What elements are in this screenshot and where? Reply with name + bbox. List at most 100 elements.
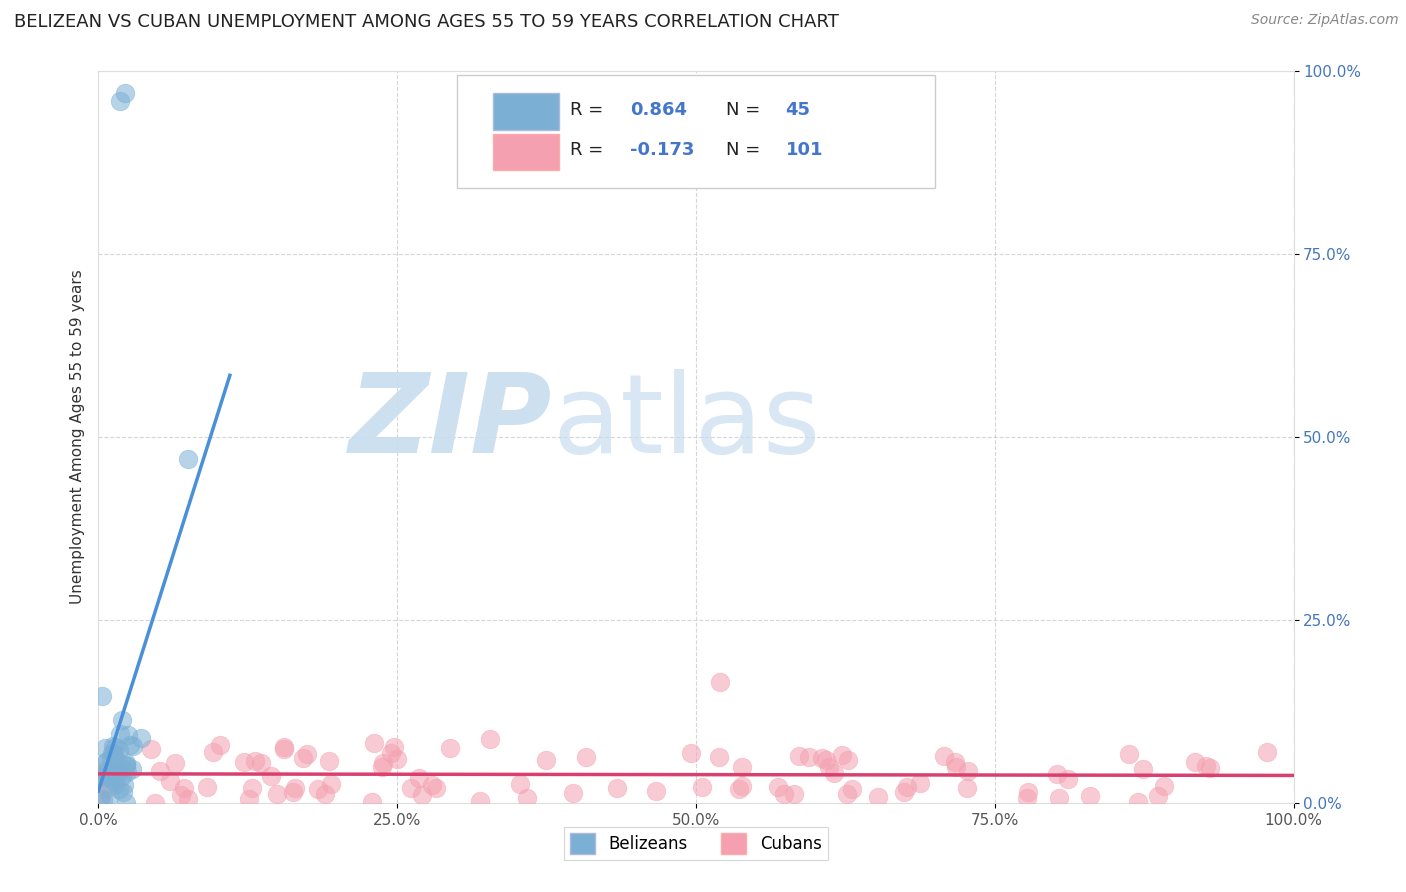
Point: [96, 754, 118, 768]
Point: [245, 754, 267, 768]
Point: [956, 780, 979, 795]
Point: [129, 731, 152, 745]
Point: [94, 763, 117, 777]
Point: [110, 726, 132, 740]
Point: [117, 728, 139, 742]
Point: [103, 774, 125, 789]
Point: [281, 784, 304, 798]
Point: [238, 791, 260, 805]
Legend: Belizeans, Cubans: Belizeans, Cubans: [564, 827, 828, 860]
Point: [1126, 795, 1149, 809]
Point: [111, 769, 134, 783]
Point: [420, 778, 443, 792]
Point: [96, 755, 118, 769]
Point: [104, 778, 127, 792]
Text: 45: 45: [786, 101, 811, 120]
Point: [108, 94, 131, 108]
Point: [105, 767, 128, 781]
Point: [114, 87, 136, 101]
Point: [115, 796, 138, 810]
Text: N =: N =: [725, 101, 766, 120]
Point: [266, 787, 288, 801]
Point: [1184, 755, 1206, 769]
Point: [209, 738, 232, 752]
Point: [89, 790, 111, 805]
Point: [159, 773, 181, 788]
Point: [114, 756, 136, 770]
Point: [111, 785, 134, 799]
Point: [94, 740, 117, 755]
Text: -0.173: -0.173: [630, 141, 695, 160]
Point: [1047, 790, 1070, 805]
Point: [783, 787, 806, 801]
Point: [371, 760, 394, 774]
Point: [575, 750, 598, 764]
Point: [893, 785, 915, 799]
Point: [1057, 772, 1080, 787]
Point: [1046, 767, 1069, 781]
Point: [98, 788, 121, 802]
Point: [534, 753, 557, 767]
Point: [425, 780, 447, 795]
Point: [170, 788, 193, 802]
Point: [110, 761, 132, 775]
Point: [103, 747, 125, 761]
FancyBboxPatch shape: [494, 94, 558, 130]
Y-axis label: Unemployment Among Ages 55 to 59 years: Unemployment Among Ages 55 to 59 years: [69, 269, 84, 605]
Point: [307, 781, 329, 796]
Point: [176, 792, 198, 806]
Point: [90, 771, 112, 785]
Point: [297, 747, 319, 761]
Point: [1153, 779, 1175, 793]
Point: [101, 772, 124, 786]
Point: [101, 739, 124, 754]
Point: [408, 771, 430, 785]
Point: [439, 741, 461, 756]
Point: [149, 764, 172, 778]
Point: [118, 738, 141, 752]
Point: [731, 760, 754, 774]
Point: [233, 755, 256, 769]
Point: [1147, 789, 1170, 803]
Point: [1198, 761, 1220, 775]
Point: [284, 781, 307, 796]
Point: [89, 772, 111, 786]
Text: N =: N =: [725, 141, 766, 160]
Point: [108, 743, 131, 757]
Point: [90, 689, 112, 703]
Point: [94, 765, 117, 780]
Point: [90, 790, 112, 805]
Point: [96, 780, 118, 795]
Text: Source: ZipAtlas.com: Source: ZipAtlas.com: [1251, 13, 1399, 28]
Point: [100, 752, 122, 766]
Point: [823, 766, 845, 780]
Point: [105, 754, 128, 768]
Point: [101, 746, 124, 760]
Point: [679, 746, 702, 760]
Point: [957, 764, 980, 779]
Point: [97, 771, 120, 785]
Point: [1132, 762, 1154, 776]
Point: [908, 775, 931, 789]
Point: [606, 780, 628, 795]
Point: [163, 756, 186, 770]
Point: [709, 675, 731, 690]
Text: BELIZEAN VS CUBAN UNEMPLOYMENT AMONG AGES 55 TO 59 YEARS CORRELATION CHART: BELIZEAN VS CUBAN UNEMPLOYMENT AMONG AGE…: [14, 13, 839, 31]
Point: [104, 757, 127, 772]
Point: [380, 747, 402, 761]
Point: [195, 780, 218, 794]
Point: [143, 796, 166, 810]
Point: [115, 757, 138, 772]
Point: [111, 713, 134, 727]
Text: 0.864: 0.864: [630, 101, 688, 120]
Point: [98, 768, 121, 782]
Point: [260, 769, 283, 783]
Point: [468, 794, 491, 808]
Point: [411, 788, 433, 802]
Point: [363, 736, 385, 750]
Point: [896, 780, 918, 794]
Point: [122, 739, 145, 753]
Point: [115, 765, 138, 780]
Point: [516, 791, 538, 805]
Point: [818, 760, 841, 774]
